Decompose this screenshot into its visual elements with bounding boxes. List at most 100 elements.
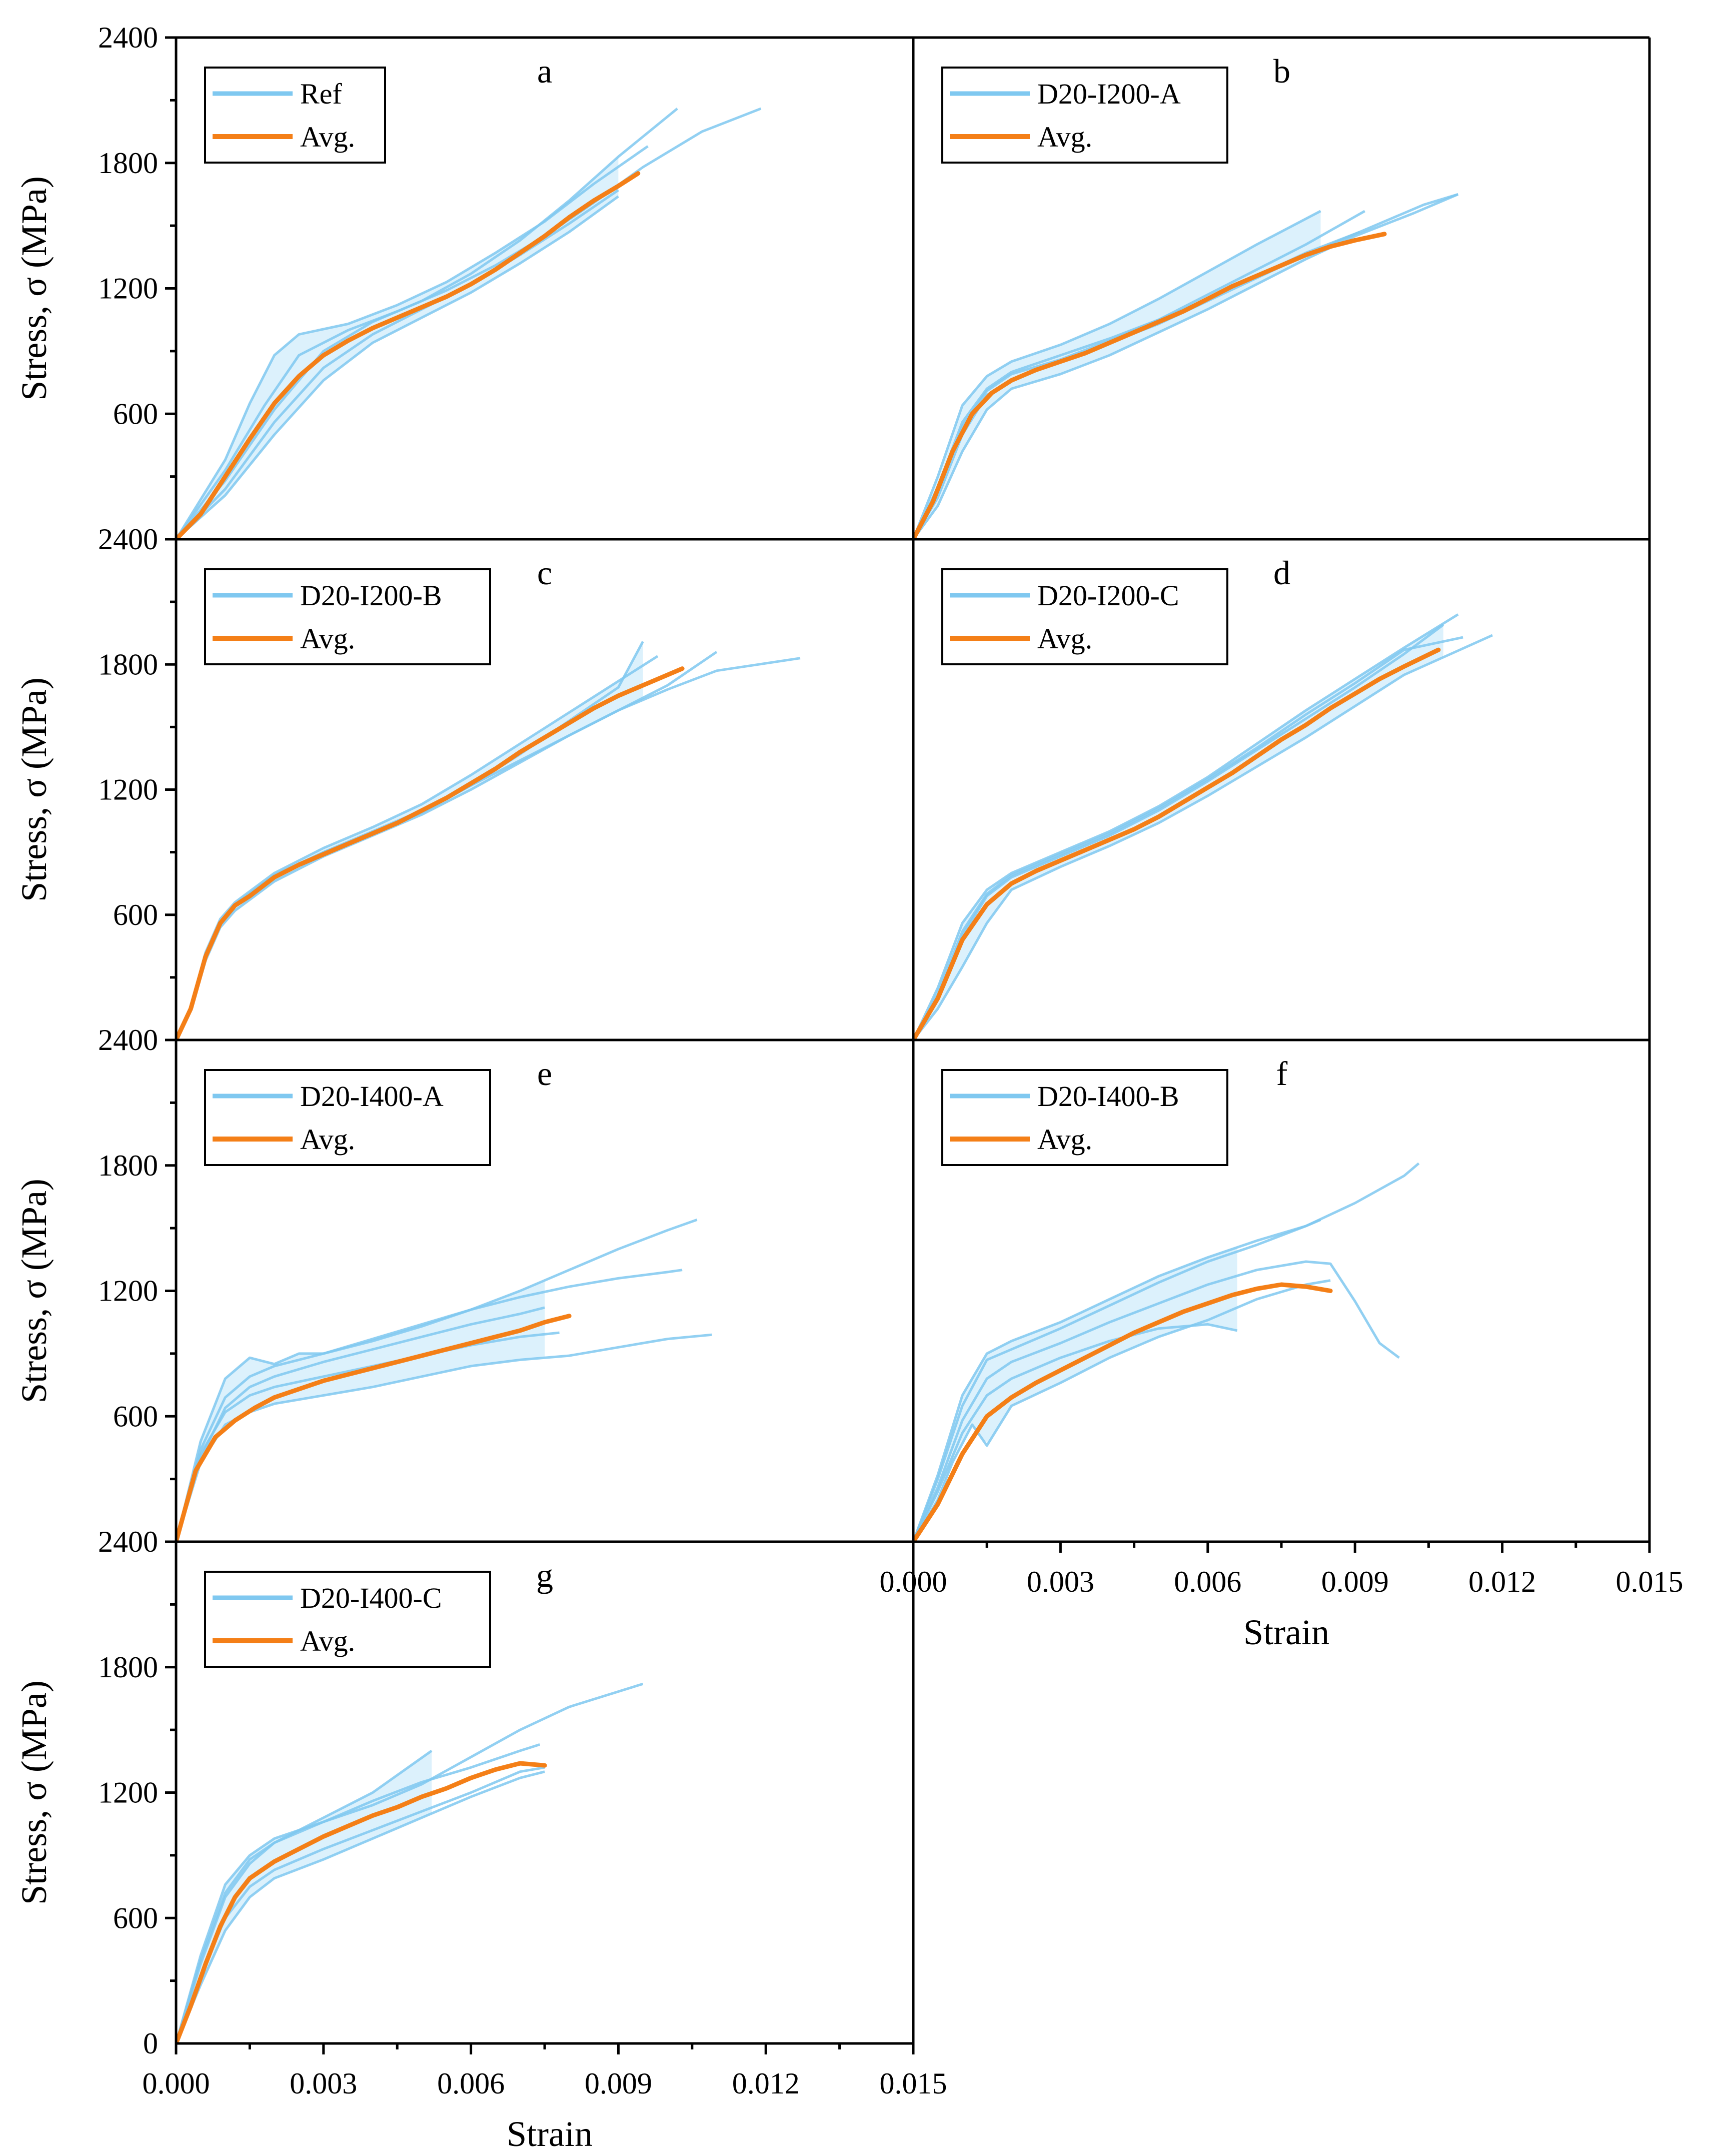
legend-box	[204, 67, 386, 164]
legend-label-specimen: D20-I200-C	[1037, 579, 1179, 612]
specimen-line-2	[176, 1749, 433, 2043]
specimen-line-1	[176, 641, 644, 1040]
average-line	[176, 171, 641, 539]
specimen-line-1	[176, 1682, 644, 2043]
y-tick-label: 2400	[98, 523, 158, 556]
legend: D20-I400-C Avg.	[204, 1571, 491, 1668]
y-tick-label: 1800	[98, 1149, 158, 1182]
panels-layer: a Ref Avg. b D20-I200-A Avg. c D20-I200-B Avg. d D…	[176, 52, 1493, 2043]
panel-g: g D20-I400-C Avg.	[176, 1556, 644, 2043]
legend: D20-I400-B Avg.	[941, 1069, 1228, 1166]
specimen-line-3	[913, 210, 1321, 539]
legend-box	[941, 67, 1228, 164]
specimen-line-4	[913, 636, 1463, 1040]
legend-label-specimen: D20-I400-C	[300, 1582, 442, 1614]
average-line	[176, 666, 685, 1040]
x-axis-title: Strain	[1243, 1612, 1329, 1652]
specimen-line-2	[913, 193, 1459, 539]
legend-label-specimen: D20-I200-B	[300, 579, 442, 612]
panel-e: e D20-I400-A Avg.	[176, 1054, 712, 1542]
panel-a: a Ref Avg.	[176, 52, 762, 539]
y-tick-label: 1200	[98, 1776, 158, 1809]
legend-box	[204, 568, 491, 665]
specimen-line-4	[913, 193, 1459, 539]
legend-label-average: Avg.	[1037, 1123, 1092, 1156]
specimen-line-2	[913, 623, 1444, 1040]
y-tick-label: 0	[143, 2027, 158, 2060]
x-tick-label: 0.006	[437, 2067, 505, 2100]
specimen-line-4	[176, 1269, 683, 1542]
specimen-line-4	[176, 1743, 540, 2043]
x-tick-label: 0.015	[1616, 1565, 1683, 1598]
x-tick-label: 0.003	[290, 2067, 357, 2100]
legend-label-average: Avg.	[300, 121, 355, 153]
legend-box	[204, 1069, 491, 1166]
y-axis-title: Stress, σ (MPa)	[14, 1179, 54, 1403]
specimen-line-5	[176, 195, 619, 539]
average-line	[176, 1314, 572, 1542]
average-line	[913, 232, 1387, 539]
envelope-band	[176, 641, 643, 1040]
panel-d: d D20-I200-C Avg.	[913, 554, 1493, 1040]
legend: D20-I200-B Avg.	[204, 568, 491, 665]
envelope-band	[913, 623, 1443, 1040]
y-tick-label: 600	[113, 898, 158, 931]
specimen-line-2	[176, 107, 762, 539]
specimen-line-1	[176, 1219, 698, 1542]
panel-b: b D20-I200-A Avg.	[913, 52, 1459, 539]
specimen-line-5	[176, 1770, 545, 2043]
x-tick-label: 0.000	[143, 2067, 210, 2100]
panel-letter: e	[537, 1054, 552, 1093]
legend-label-specimen: Ref	[300, 78, 342, 110]
panel-letter: c	[537, 554, 552, 592]
specimen-line-4	[176, 189, 619, 539]
y-axis-title: Stress, σ (MPa)	[14, 1680, 54, 1905]
y-tick-label: 1200	[98, 1275, 158, 1308]
y-axis-title: Stress, σ (MPa)	[14, 176, 54, 401]
y-tick-label: 1200	[98, 773, 158, 806]
y-tick-label: 1200	[98, 272, 158, 305]
envelope-band	[176, 1750, 432, 2043]
y-tick-label: 2400	[98, 1023, 158, 1056]
specimen-line-4	[176, 651, 718, 1040]
x-tick-label: 0.015	[880, 2067, 947, 2100]
legend-label-average: Avg.	[300, 1625, 355, 1657]
average-line	[913, 1282, 1333, 1542]
x-tick-label: 0.003	[1027, 1565, 1094, 1598]
envelope-band	[176, 157, 619, 539]
panel-letter: g	[536, 1556, 553, 1594]
legend: D20-I200-A Avg.	[941, 67, 1228, 164]
panel-letter: d	[1273, 554, 1290, 592]
x-tick-label: 0.009	[585, 2067, 652, 2100]
panel-letter: b	[1273, 52, 1290, 90]
x-tick-label: 0.012	[732, 2067, 800, 2100]
specimen-line-3	[176, 145, 649, 539]
x-tick-label: 0.012	[1468, 1565, 1536, 1598]
legend-label-average: Avg.	[1037, 622, 1092, 655]
x-tick-label: 0.009	[1321, 1565, 1389, 1598]
specimen-line-3	[913, 634, 1493, 1040]
x-axis-title: Strain	[507, 2114, 593, 2154]
legend-box	[941, 568, 1228, 665]
specimen-line-2	[913, 1279, 1331, 1542]
y-tick-label: 600	[113, 1901, 158, 1934]
x-tick-label: 0.006	[1174, 1565, 1241, 1598]
panel-letter: f	[1276, 1054, 1288, 1093]
y-tick-label: 2400	[98, 1525, 158, 1558]
specimen-line-5	[176, 1306, 545, 1542]
y-tick-label: 1800	[98, 1651, 158, 1684]
legend: D20-I400-A Avg.	[204, 1069, 491, 1166]
legend-label-average: Avg.	[300, 622, 355, 655]
specimen-line-1	[913, 1162, 1420, 1542]
x-tick-label: 0.000	[880, 1565, 947, 1598]
average-line	[176, 1761, 547, 2043]
specimen-line-1	[913, 613, 1459, 1040]
y-tick-label: 600	[113, 1400, 158, 1433]
y-tick-label: 1800	[98, 648, 158, 681]
specimen-line-3	[176, 657, 801, 1040]
y-axis-title: Stress, σ (MPa)	[14, 677, 54, 902]
panel-c: c D20-I200-B Avg.	[176, 554, 801, 1040]
legend: D20-I200-C Avg.	[941, 568, 1228, 665]
y-tick-label: 2400	[98, 21, 158, 54]
